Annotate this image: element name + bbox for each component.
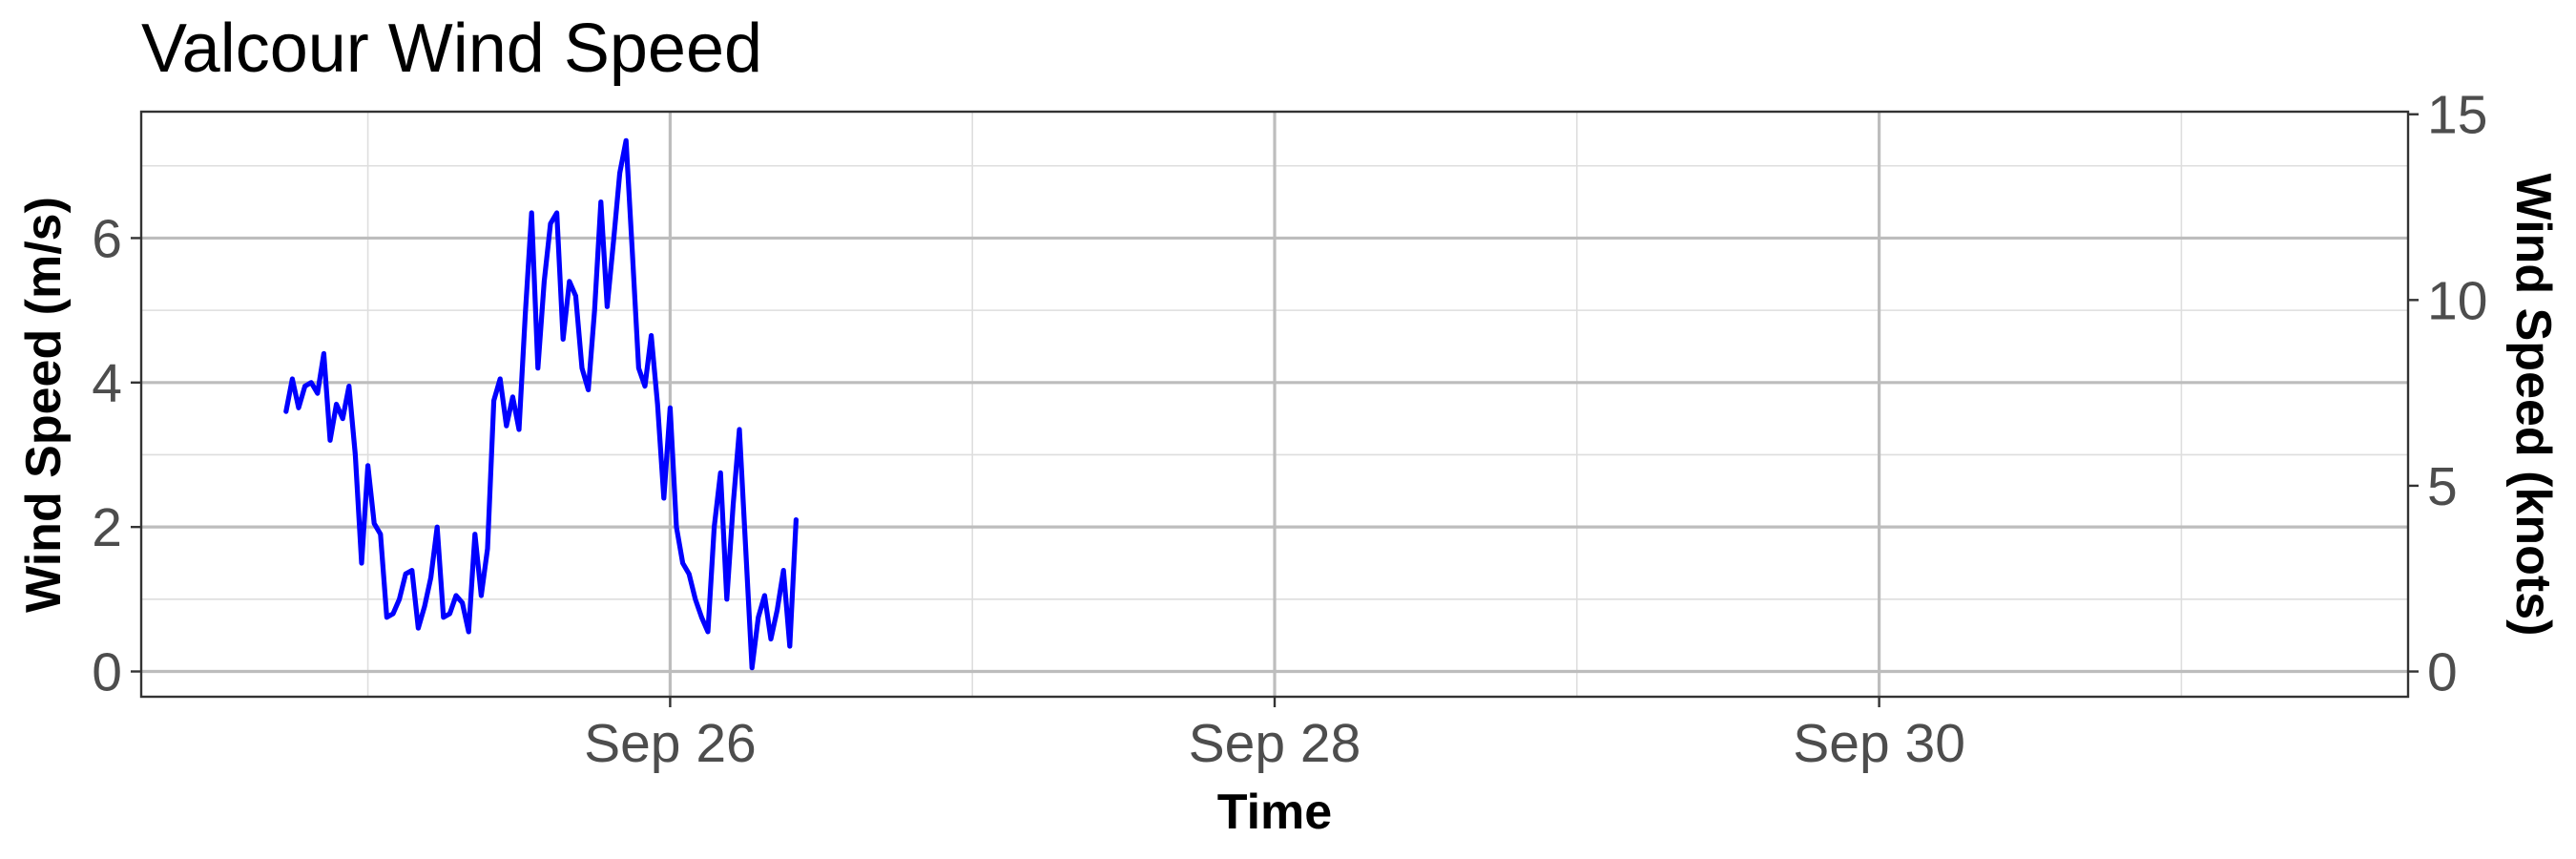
y-tick-label-right: 0: [2427, 642, 2458, 703]
y-tick-label-left: 4: [92, 353, 122, 414]
wind-speed-series-line: [283, 137, 800, 671]
x-tick-label: Sep 30: [1793, 713, 1965, 774]
axis-ticks: 0 2 4 6 0 5 10 15 Sep 26 Sep 28 Sep 30: [92, 85, 2487, 774]
y-tick-label-left: 0: [92, 642, 122, 703]
y-axis-label-right: Wind Speed (knots): [2505, 174, 2561, 637]
y-tick-label-left: 6: [92, 208, 122, 269]
x-axis-label: Time: [1217, 785, 1332, 840]
x-tick-label: Sep 28: [1189, 713, 1361, 774]
y-axis-label-left: Wind Speed (m/s): [16, 197, 72, 613]
y-tick-label-right: 10: [2427, 270, 2487, 331]
y-tick-label-right: 5: [2427, 456, 2458, 517]
x-tick-label: Sep 26: [584, 713, 757, 774]
grid-lines: [141, 112, 2408, 697]
series-layer: [283, 137, 800, 671]
y-tick-label-right: 15: [2427, 85, 2487, 146]
chart-title: Valcour Wind Speed: [141, 10, 762, 87]
y-tick-label-left: 2: [92, 497, 122, 558]
